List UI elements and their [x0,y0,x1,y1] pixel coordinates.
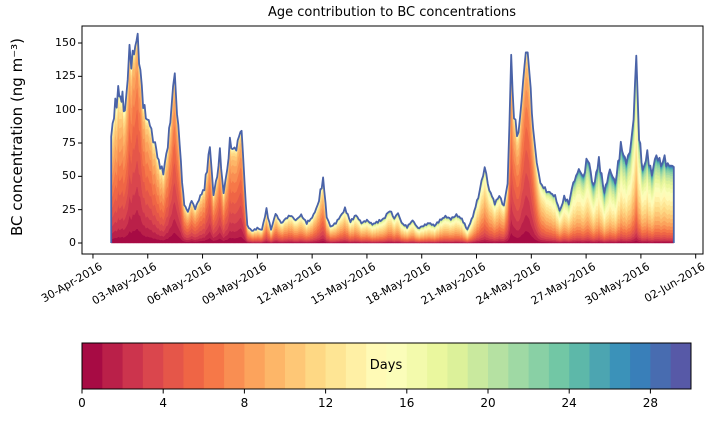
chart-title: Age contribution to BC concentrations [267,5,517,20]
colorbar-segment [183,343,205,389]
colorbar-tick-label: 24 [561,396,577,410]
y-tick-label: 75 [62,136,76,149]
colorbar-segment [548,343,570,389]
y-tick-label: 150 [55,36,76,49]
y-tick-label: 25 [62,202,76,216]
colorbar-segment [345,343,367,389]
y-tick-label: 50 [62,169,76,183]
colorbar-segment [488,343,509,389]
colorbar-segment [508,343,529,389]
y-tick-label: 125 [55,69,76,83]
colorbar-segment [670,343,692,389]
colorbar-segment [366,343,387,389]
colorbar-segment [142,343,164,389]
colorbar-segment [264,343,286,389]
colorbar-segment [589,343,611,389]
colorbar-segment [122,343,144,389]
colorbar-segment [285,343,306,389]
colorbar-tick-label: 12 [317,396,334,410]
colorbar-segment [203,343,225,389]
plot-frame [81,25,704,255]
colorbar-tick-label: 16 [399,396,415,410]
colorbar-segment [447,343,469,389]
colorbar-segment [650,343,672,389]
colorbar-tick-label: 4 [159,396,168,410]
y-tick-label: 0 [69,236,76,249]
y-tick-label: 100 [55,102,76,116]
colorbar-frame [81,342,692,390]
colorbar-tick-label: 8 [240,396,249,410]
total-concentration-outline [110,32,675,243]
colorbar-segment [427,343,448,389]
colorbar-segment [467,343,489,389]
colorbar-segment [102,343,123,389]
colorbar-segment [325,343,347,389]
colorbar-segment [244,343,266,389]
colorbar-segment [224,343,245,389]
colorbar-segment [609,343,631,389]
colorbar-tick-label: 28 [642,396,659,410]
colorbar-label: Days [369,358,403,373]
colorbar-segment [630,343,651,389]
colorbar-segment [386,343,408,389]
colorbar-segment [528,343,550,389]
colorbar-segment [569,343,590,389]
colorbar-segment [82,343,103,389]
colorbar-segment [305,343,326,389]
colorbar-segment [406,343,428,389]
colorbar-tick-label: 0 [78,396,86,410]
colorbar-segment [163,343,184,389]
colorbar-tick-label: 20 [480,396,496,410]
